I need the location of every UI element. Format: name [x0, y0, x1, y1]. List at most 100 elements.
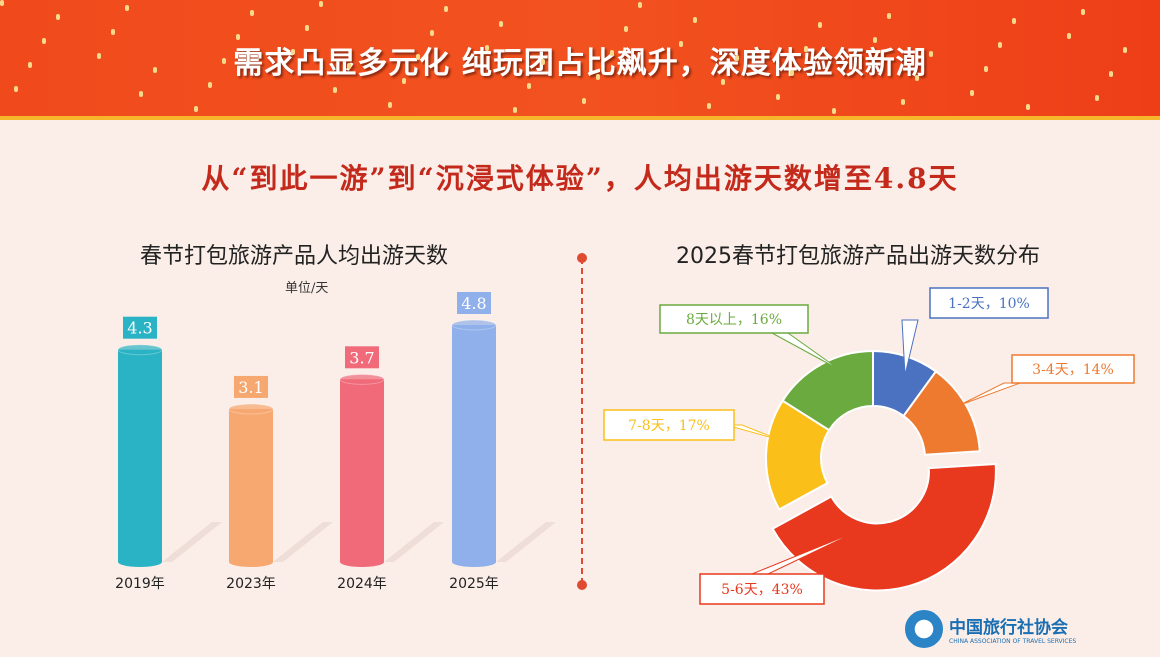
data-label: 4.8 — [461, 294, 486, 313]
confetti — [499, 21, 503, 27]
confetti — [638, 2, 642, 8]
x-tick-label: 2019年 — [115, 576, 165, 592]
confetti — [14, 86, 18, 92]
confetti — [679, 41, 683, 47]
confetti — [0, 0, 4, 6]
bar-top — [228, 403, 274, 415]
confetti — [153, 67, 157, 73]
data-label: 1-2天，10% — [948, 296, 1030, 312]
data-label: 4.3 — [127, 319, 152, 338]
confetti — [735, 55, 739, 61]
confetti — [250, 10, 254, 16]
bar-shadow — [496, 522, 556, 562]
confetti — [582, 98, 586, 104]
callout-pointer — [901, 319, 919, 376]
confetti — [901, 99, 905, 105]
confetti — [970, 90, 974, 96]
confetti — [1123, 47, 1127, 53]
callout-box — [929, 287, 1049, 319]
page-subtitle: 从“到此一游”到“沉浸式体验”，人均出游天数增至4.8天 — [201, 162, 959, 195]
confetti — [776, 94, 780, 100]
divider — [581, 258, 583, 584]
pie-slice — [902, 370, 981, 456]
confetti — [208, 82, 212, 88]
callout-pointer — [771, 332, 841, 371]
confetti — [236, 34, 240, 40]
confetti — [319, 1, 323, 7]
bar — [118, 349, 162, 562]
bar-chart-title: 春节打包旅游产品人均出游天数 — [140, 244, 449, 269]
logo-subtext: CHINA ASSOCIATION OF TRAVEL SERVICES — [949, 638, 1077, 645]
confetti — [444, 6, 448, 12]
confetti — [1081, 9, 1085, 15]
confetti — [707, 103, 711, 109]
callout-pointer — [959, 382, 1021, 406]
bar — [229, 408, 273, 562]
confetti — [818, 22, 822, 28]
callout-box — [699, 573, 825, 605]
confetti — [887, 13, 891, 19]
bar-shadow — [162, 522, 222, 562]
confetti — [194, 106, 198, 112]
confetti — [790, 70, 794, 76]
confetti — [513, 107, 517, 113]
confetti — [915, 75, 919, 81]
data-label: 8天以上，16% — [686, 312, 782, 328]
bar-base — [340, 557, 384, 567]
divider-dot — [577, 580, 587, 590]
bar-top — [339, 373, 385, 385]
bar-base — [229, 557, 273, 567]
confetti — [388, 102, 392, 108]
confetti — [832, 108, 836, 114]
confetti — [527, 83, 531, 89]
confetti — [721, 79, 725, 85]
confetti — [430, 30, 434, 36]
bar-top — [451, 319, 497, 331]
data-label-box — [345, 346, 379, 369]
confetti — [347, 63, 351, 69]
confetti — [610, 50, 614, 56]
confetti — [402, 78, 406, 84]
confetti — [1026, 104, 1030, 110]
confetti — [1067, 33, 1071, 39]
bar-shadow — [273, 522, 333, 562]
data-label: 7-8天，17% — [628, 418, 710, 434]
bar — [340, 379, 384, 562]
bar-base — [118, 557, 162, 567]
bar-shadow — [384, 522, 444, 562]
confetti — [97, 53, 101, 59]
header-banner: 需求凸显多元化 纯玩团占比飙升，深度体验领新潮 — [0, 0, 1160, 120]
confetti — [624, 26, 628, 32]
x-tick-label: 2025年 — [449, 576, 499, 592]
confetti — [222, 58, 226, 64]
data-label-box — [123, 316, 157, 339]
bar-base — [452, 557, 496, 567]
data-label-box — [457, 292, 491, 314]
pie-slice — [781, 349, 874, 432]
confetti — [416, 54, 420, 60]
pie-chart-title: 2025春节打包旅游产品出游天数分布 — [676, 244, 1040, 269]
confetti — [56, 14, 60, 20]
confetti — [111, 29, 115, 35]
divider-dot — [577, 253, 587, 263]
confetti — [693, 17, 697, 23]
data-label: 5-6天，43% — [721, 582, 803, 598]
confetti — [28, 62, 32, 68]
confetti — [42, 38, 46, 44]
confetti — [139, 91, 143, 97]
x-tick-label: 2024年 — [337, 576, 387, 592]
confetti — [1109, 71, 1113, 77]
confetti — [984, 66, 988, 72]
confetti — [873, 37, 877, 43]
callout-box — [1011, 354, 1135, 384]
confetti — [998, 42, 1002, 48]
confetti — [804, 46, 808, 52]
confetti — [333, 87, 337, 93]
confetti — [1012, 18, 1016, 24]
confetti — [125, 5, 129, 11]
confetti — [929, 51, 933, 57]
bar-chart-unit: 单位/天 — [285, 281, 329, 296]
callout-box — [659, 304, 809, 334]
data-label: 3-4天，14% — [1032, 362, 1114, 378]
